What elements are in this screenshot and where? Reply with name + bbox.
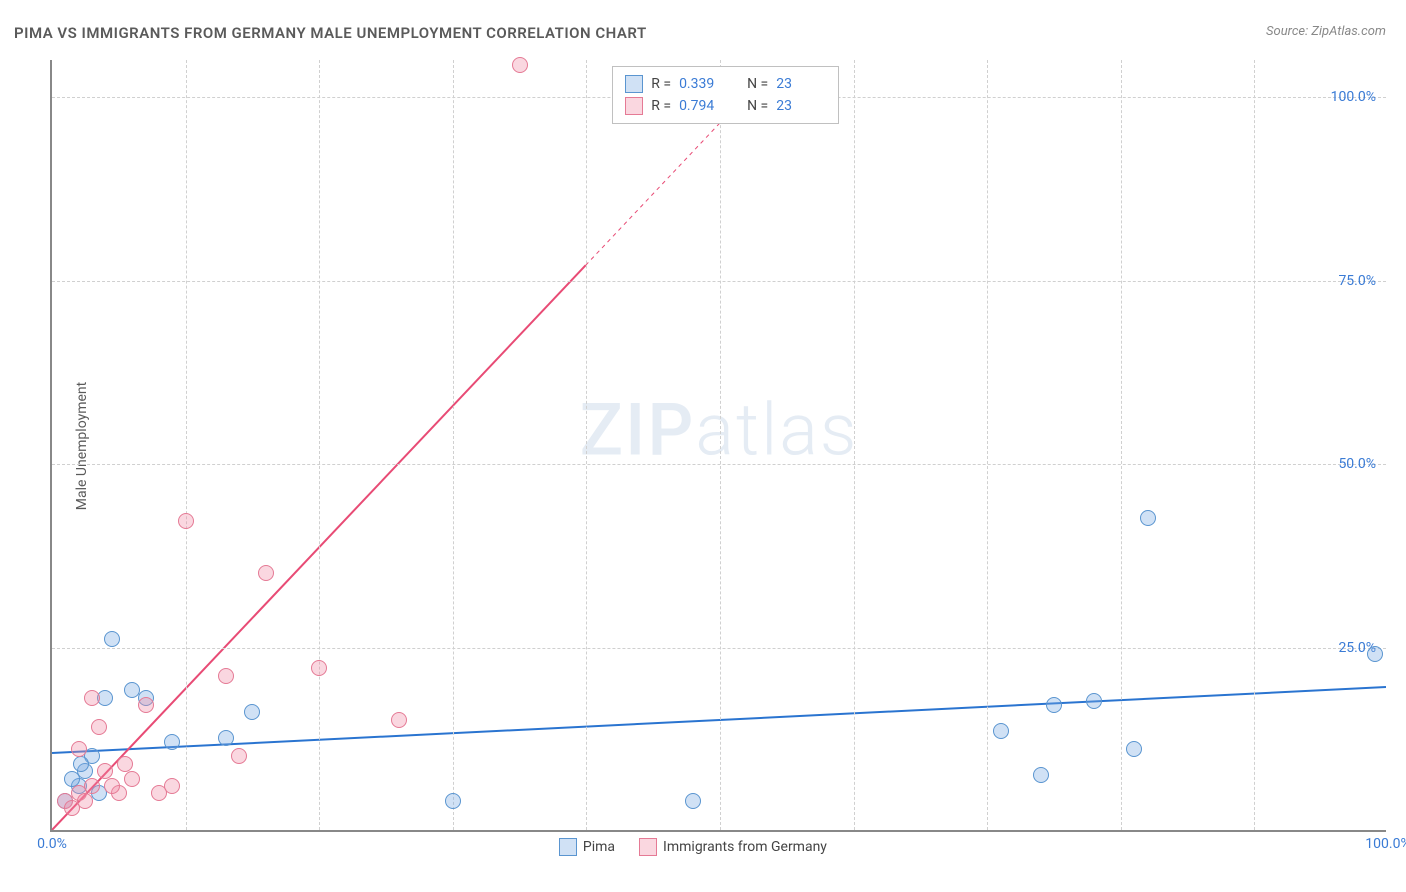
scatter-point bbox=[311, 660, 327, 676]
n-label: N = bbox=[747, 98, 768, 114]
scatter-point bbox=[218, 730, 234, 746]
legend-item: Pima bbox=[559, 838, 615, 856]
gridline-horizontal bbox=[52, 464, 1386, 465]
scatter-point bbox=[1086, 693, 1102, 709]
x-tick-label: 100.0% bbox=[1365, 836, 1406, 852]
gridline-vertical bbox=[586, 60, 587, 830]
scatter-point bbox=[1126, 741, 1142, 757]
scatter-point bbox=[64, 771, 80, 787]
scatter-point bbox=[104, 778, 120, 794]
gridline-vertical bbox=[453, 60, 454, 830]
scatter-point bbox=[164, 734, 180, 750]
gridline-horizontal bbox=[52, 281, 1386, 282]
n-value: 23 bbox=[776, 98, 826, 114]
scatter-point bbox=[993, 723, 1009, 739]
plot-area: ZIPatlas 25.0%50.0%75.0%100.0%0.0%100.0%… bbox=[50, 60, 1386, 832]
gridline-vertical bbox=[319, 60, 320, 830]
legend-label: Immigrants from Germany bbox=[663, 839, 827, 855]
scatter-point bbox=[231, 748, 247, 764]
n-value: 23 bbox=[776, 76, 826, 92]
legend-row: R = 0.339 N = 23 bbox=[625, 73, 826, 95]
scatter-point bbox=[77, 793, 93, 809]
scatter-point bbox=[445, 793, 461, 809]
chart-title: PIMA VS IMMIGRANTS FROM GERMANY MALE UNE… bbox=[14, 24, 647, 42]
scatter-point bbox=[1140, 510, 1156, 526]
y-tick-label: 75.0% bbox=[1338, 273, 1376, 289]
scatter-point bbox=[1367, 646, 1383, 662]
watermark: ZIPatlas bbox=[580, 387, 859, 472]
source-attribution: Source: ZipAtlas.com bbox=[1266, 24, 1386, 39]
x-tick-label: 0.0% bbox=[37, 836, 67, 852]
legend-swatch bbox=[559, 838, 577, 856]
scatter-point bbox=[512, 57, 528, 73]
scatter-point bbox=[391, 712, 407, 728]
scatter-point bbox=[97, 763, 113, 779]
scatter-point bbox=[91, 719, 107, 735]
legend-label: Pima bbox=[583, 839, 615, 855]
gridline-vertical bbox=[854, 60, 855, 830]
gridline-vertical bbox=[1254, 60, 1255, 830]
r-value: 0.339 bbox=[679, 76, 729, 92]
scatter-point bbox=[244, 704, 260, 720]
y-tick-label: 100.0% bbox=[1331, 89, 1376, 105]
scatter-point bbox=[84, 778, 100, 794]
scatter-point bbox=[164, 778, 180, 794]
scatter-point bbox=[178, 513, 194, 529]
gridline-vertical bbox=[186, 60, 187, 830]
gridline-vertical bbox=[1121, 60, 1122, 830]
series-legend: Pima Immigrants from Germany bbox=[559, 838, 827, 856]
scatter-point bbox=[1046, 697, 1062, 713]
scatter-point bbox=[138, 697, 154, 713]
scatter-point bbox=[71, 741, 87, 757]
scatter-point bbox=[104, 631, 120, 647]
legend-swatch bbox=[639, 838, 657, 856]
legend-item: Immigrants from Germany bbox=[639, 838, 827, 856]
scatter-point bbox=[1033, 767, 1049, 783]
correlation-legend: R = 0.339 N = 23 R = 0.794 N = 23 bbox=[612, 66, 839, 124]
scatter-point bbox=[258, 565, 274, 581]
gridline-vertical bbox=[987, 60, 988, 830]
gridline-vertical bbox=[720, 60, 721, 830]
scatter-point bbox=[124, 771, 140, 787]
r-label: R = bbox=[651, 98, 671, 114]
n-label: N = bbox=[747, 76, 768, 92]
legend-swatch bbox=[625, 75, 643, 93]
legend-swatch bbox=[625, 97, 643, 115]
r-label: R = bbox=[651, 76, 671, 92]
legend-row: R = 0.794 N = 23 bbox=[625, 95, 826, 117]
scatter-point bbox=[117, 756, 133, 772]
scatter-point bbox=[73, 756, 89, 772]
scatter-point bbox=[685, 793, 701, 809]
scatter-point bbox=[218, 668, 234, 684]
scatter-point bbox=[84, 690, 100, 706]
y-tick-label: 50.0% bbox=[1338, 456, 1376, 472]
r-value: 0.794 bbox=[679, 98, 729, 114]
gridline-horizontal bbox=[52, 648, 1386, 649]
